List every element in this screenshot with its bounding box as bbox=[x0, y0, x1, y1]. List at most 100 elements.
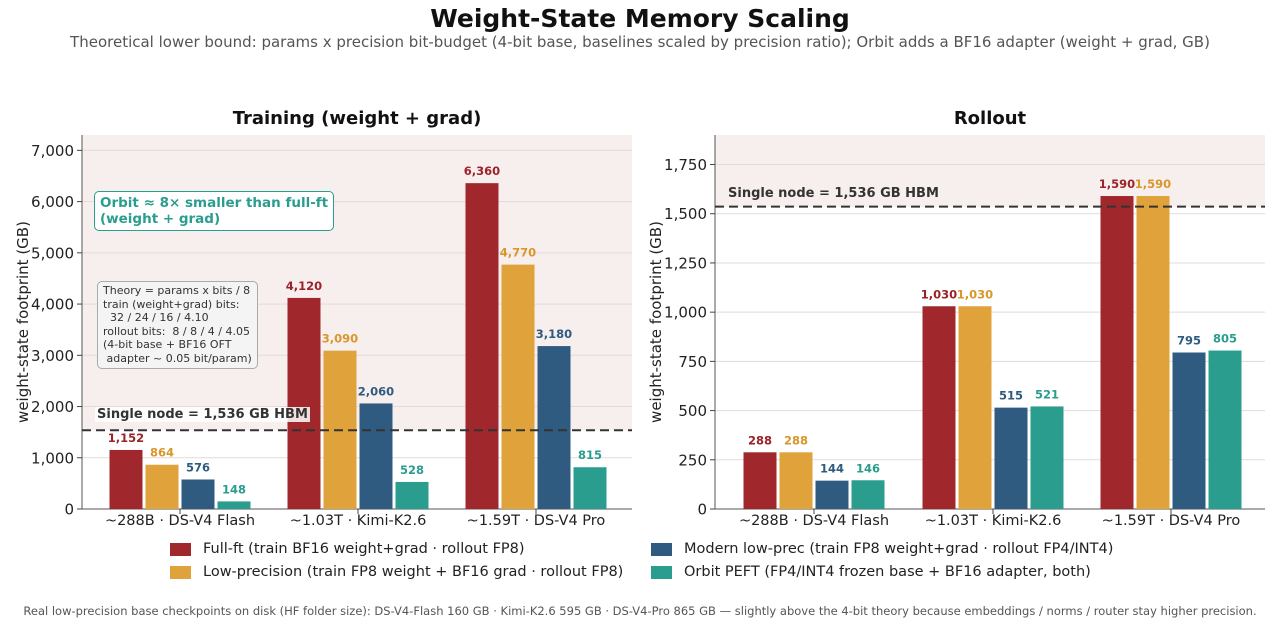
bar bbox=[958, 306, 992, 509]
bar bbox=[181, 479, 215, 509]
bar bbox=[1208, 350, 1242, 509]
bar-value-label: 144 bbox=[820, 462, 844, 476]
y-tick-label: 2,000 bbox=[31, 398, 74, 416]
bar-value-label: 576 bbox=[186, 460, 210, 474]
hbm-line-label-training: Single node = 1,536 GB HBM bbox=[95, 407, 310, 422]
bar bbox=[1136, 196, 1170, 509]
legend-swatch bbox=[170, 542, 191, 556]
legend-label: Full-ft (train BF16 weight+grad · rollou… bbox=[203, 541, 525, 557]
hbm-line-label-rollout: Single node = 1,536 GB HBM bbox=[728, 186, 939, 201]
legend-swatch bbox=[170, 565, 191, 579]
bar-value-label: 288 bbox=[748, 433, 772, 447]
bar-value-label: 815 bbox=[578, 448, 602, 462]
y-tick-label: 5,000 bbox=[31, 244, 74, 262]
bar bbox=[537, 346, 571, 509]
bar bbox=[217, 501, 251, 509]
legend-label: Orbit PEFT (FP4/INT4 frozen base + BF16 … bbox=[684, 564, 1091, 580]
bar bbox=[815, 480, 849, 509]
bar bbox=[109, 449, 143, 509]
legend-item-full-ft: Full-ft (train BF16 weight+grad · rollou… bbox=[170, 541, 525, 557]
bar-value-label: 4,120 bbox=[286, 279, 322, 293]
y-tick-label: 4,000 bbox=[31, 296, 74, 314]
bar bbox=[465, 183, 499, 509]
legend-label: Low-precision (train FP8 weight + BF16 g… bbox=[203, 564, 624, 580]
y-tick-label: 250 bbox=[678, 451, 707, 469]
bar-value-label: 6,360 bbox=[464, 164, 500, 178]
bar-value-label: 3,180 bbox=[536, 327, 572, 341]
bar-value-label: 146 bbox=[856, 461, 880, 475]
x-tick-label: ~1.59T · DS-V4 Pro bbox=[1102, 513, 1241, 529]
bar bbox=[287, 297, 321, 509]
panel-title: Rollout bbox=[954, 108, 1027, 129]
legend-label: Modern low-prec (train FP8 weight+grad ·… bbox=[684, 541, 1114, 557]
y-tick-label: 1,500 bbox=[664, 205, 707, 223]
bar bbox=[573, 467, 607, 509]
x-tick-label: ~1.59T · DS-V4 Pro bbox=[467, 513, 606, 529]
hbm-exceed-band bbox=[715, 135, 1265, 207]
bar-value-label: 1,030 bbox=[921, 287, 957, 301]
panel-title: Training (weight + grad) bbox=[233, 108, 482, 129]
bar-value-label: 528 bbox=[400, 463, 424, 477]
orbit-annotation-box: Orbit ≈ 8× smaller than full-ft (weight … bbox=[94, 191, 335, 231]
theory-annotation-line: adapter ~ 0.05 bit/param) bbox=[103, 351, 252, 365]
y-tick-label: 500 bbox=[678, 402, 707, 420]
theory-annotation-line: Theory = params x bits / 8 bbox=[103, 284, 251, 297]
bar-value-label: 805 bbox=[1213, 332, 1237, 346]
bar bbox=[922, 306, 956, 509]
bar-value-label: 1,030 bbox=[957, 287, 993, 301]
bar bbox=[359, 403, 393, 509]
theory-annotation-line: rollout bits: 8 / 8 / 4 / 4.05 bbox=[103, 324, 251, 338]
bar bbox=[145, 464, 179, 509]
bar bbox=[395, 481, 429, 509]
bar bbox=[1030, 406, 1064, 509]
y-tick-label: 1,250 bbox=[664, 254, 707, 272]
bar bbox=[1172, 352, 1206, 509]
bar-value-label: 4,770 bbox=[500, 246, 536, 260]
bar-value-label: 795 bbox=[1177, 334, 1201, 348]
bar bbox=[501, 264, 535, 509]
bar bbox=[743, 452, 777, 509]
y-tick-label: 0 bbox=[64, 501, 74, 519]
x-tick-label: ~1.03T · Kimi-K2.6 bbox=[925, 513, 1062, 529]
bar-value-label: 1,590 bbox=[1135, 177, 1171, 191]
y-tick-label: 3,000 bbox=[31, 347, 74, 365]
bar-value-label: 1,152 bbox=[108, 431, 144, 445]
theory-annotation-line: 32 / 24 / 16 / 4.10 bbox=[103, 311, 209, 325]
bar-value-label: 288 bbox=[784, 433, 808, 447]
legend-swatch bbox=[651, 565, 672, 579]
legend-item-low-precision: Low-precision (train FP8 weight + BF16 g… bbox=[170, 564, 623, 580]
bar-value-label: 2,060 bbox=[358, 384, 394, 398]
bar-value-label: 864 bbox=[150, 446, 174, 460]
page-subtitle: Theoretical lower bound: params x precis… bbox=[70, 33, 1210, 51]
x-tick-label: ~288B · DS-V4 Flash bbox=[739, 513, 889, 529]
theory-annotation-box: Theory = params x bits / 8 train (weight… bbox=[97, 281, 258, 369]
y-tick-label: 1,000 bbox=[664, 304, 707, 322]
bar bbox=[779, 452, 813, 509]
y-tick-label: 6,000 bbox=[31, 193, 74, 211]
orbit-annotation-line: Orbit ≈ 8× smaller than full-ft bbox=[100, 195, 329, 211]
legend-item-orbit-peft: Orbit PEFT (FP4/INT4 frozen base + BF16 … bbox=[651, 564, 1091, 580]
bar-value-label: 1,590 bbox=[1099, 177, 1135, 191]
bar bbox=[1100, 196, 1134, 509]
bar bbox=[851, 480, 885, 509]
y-tick-label: 1,000 bbox=[31, 449, 74, 467]
legend-swatch bbox=[651, 542, 672, 556]
y-tick-label: 0 bbox=[697, 501, 707, 519]
y-tick-label: 7,000 bbox=[31, 142, 74, 160]
bar-value-label: 521 bbox=[1035, 387, 1059, 401]
theory-annotation-line: train (weight+grad) bits: bbox=[103, 297, 240, 311]
y-axis-label: weight-state footprint (GB) bbox=[14, 221, 32, 423]
bar-value-label: 3,090 bbox=[322, 332, 358, 346]
footer-note: Real low-precision base checkpoints on d… bbox=[23, 604, 1257, 618]
y-tick-label: 750 bbox=[678, 353, 707, 371]
bar-value-label: 515 bbox=[999, 389, 1023, 403]
y-tick-label: 1,750 bbox=[664, 156, 707, 174]
page-title: Weight-State Memory Scaling bbox=[430, 4, 850, 33]
legend-item-modern-low-prec: Modern low-prec (train FP8 weight+grad ·… bbox=[651, 541, 1113, 557]
theory-annotation-line: (4-bit base + BF16 OFT bbox=[103, 338, 232, 352]
x-tick-label: ~288B · DS-V4 Flash bbox=[105, 513, 255, 529]
bar-value-label: 148 bbox=[222, 482, 246, 496]
y-axis-label: weight-state footprint (GB) bbox=[647, 221, 665, 423]
orbit-annotation-line: (weight + grad) bbox=[100, 211, 221, 227]
